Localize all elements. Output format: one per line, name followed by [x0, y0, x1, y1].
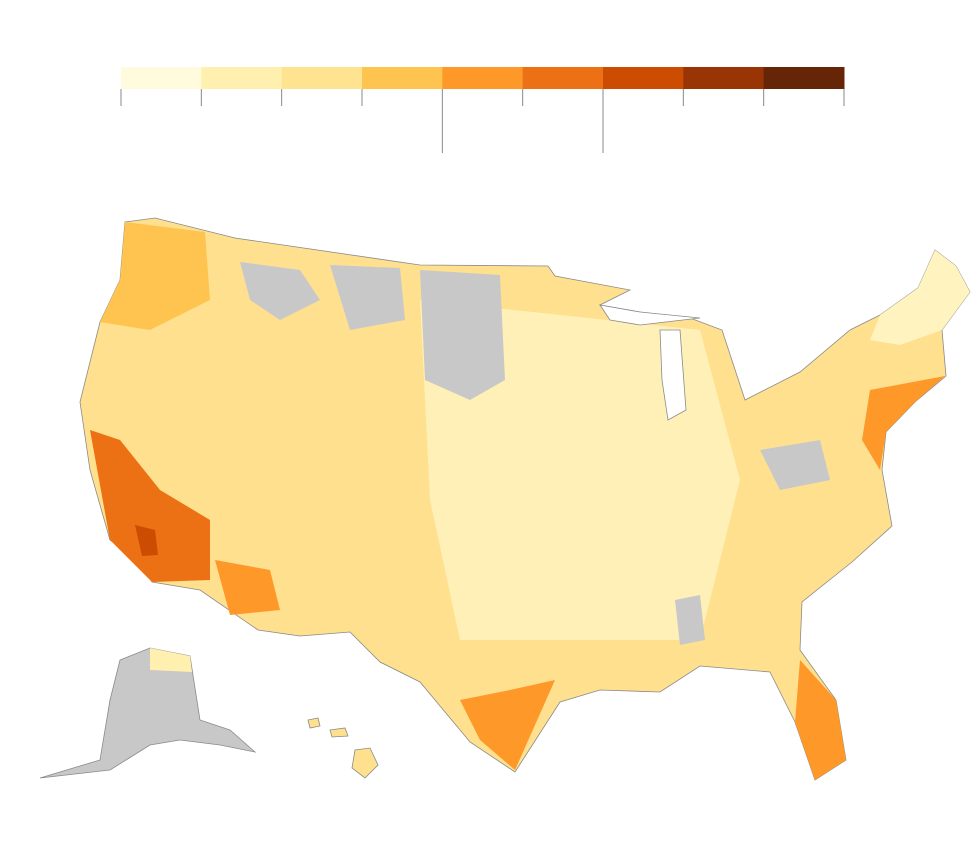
- alaska-north: [150, 648, 192, 672]
- us-map: [39, 217, 971, 781]
- northeast-light: [870, 250, 970, 345]
- socal-dark: [135, 525, 158, 556]
- legend: [120, 67, 845, 153]
- legend-swatch: [763, 67, 845, 89]
- alaska: [39, 647, 257, 779]
- legend-swatch: [683, 67, 765, 89]
- legend-swatch: [362, 67, 443, 89]
- legend-swatch: [603, 67, 684, 89]
- plains-light: [420, 300, 740, 640]
- california-orange: [90, 430, 210, 582]
- legend-swatch: [121, 67, 202, 89]
- legend-swatch: [201, 67, 283, 89]
- no-data-kentucky: [760, 440, 830, 490]
- no-data-alabama: [675, 595, 705, 645]
- northeast-orange: [862, 376, 945, 470]
- hawaii-island: [329, 727, 349, 738]
- florida-orange: [795, 660, 846, 780]
- hawaii-island: [351, 747, 379, 779]
- lake-michigan: [659, 329, 687, 421]
- hawaii: [307, 717, 379, 779]
- legend-swatch: [281, 67, 363, 89]
- northwest-orange: [100, 222, 210, 330]
- hawaii-island: [307, 717, 321, 729]
- no-data-dakotas: [420, 270, 505, 400]
- no-data-montana-east: [330, 265, 405, 330]
- no-data-montana: [240, 262, 320, 320]
- arizona-orange: [215, 560, 280, 615]
- lake-superior: [599, 304, 701, 326]
- texas-orange: [460, 680, 555, 770]
- legend-swatch: [442, 67, 524, 89]
- legend-swatch: [522, 67, 604, 89]
